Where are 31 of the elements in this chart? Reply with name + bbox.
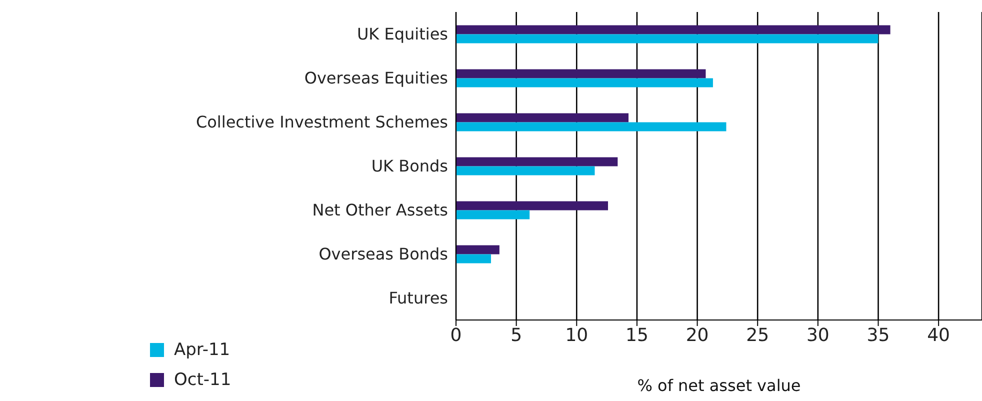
legend-label: Apr-11	[174, 340, 230, 360]
x-tick-label: 30	[806, 324, 830, 346]
x-tick-label: 5	[510, 324, 522, 346]
y-tick-label: Futures	[388, 288, 448, 308]
y-tick-label: Net Other Assets	[312, 200, 448, 220]
bar	[456, 245, 500, 254]
y-tick-label: Overseas Bonds	[318, 244, 448, 264]
bar	[456, 166, 595, 176]
bar	[456, 254, 491, 264]
x-tick-label: 25	[746, 324, 770, 346]
x-tick-label: 35	[866, 324, 890, 346]
bar	[456, 34, 878, 44]
x-tick-label: 20	[686, 324, 709, 346]
bar	[456, 69, 706, 78]
bar	[456, 157, 618, 166]
legend-label: Oct-11	[174, 370, 232, 390]
bar	[456, 113, 629, 122]
bar	[456, 210, 530, 220]
y-tick-label: Overseas Equities	[304, 68, 448, 88]
x-tick-label: 40	[927, 324, 950, 346]
y-tick-label: Collective Investment Schemes	[196, 112, 448, 132]
y-tick-label: UK Equities	[356, 24, 448, 44]
x-axis-title: % of net asset value	[637, 376, 801, 395]
bar	[456, 201, 608, 210]
x-tick-label: 0	[450, 324, 462, 346]
bar	[456, 25, 890, 34]
x-tick-label: 10	[565, 324, 588, 346]
x-tick-label: 15	[626, 324, 648, 346]
bar	[456, 78, 713, 88]
bar	[456, 122, 726, 132]
y-tick-label: UK Bonds	[371, 156, 448, 176]
